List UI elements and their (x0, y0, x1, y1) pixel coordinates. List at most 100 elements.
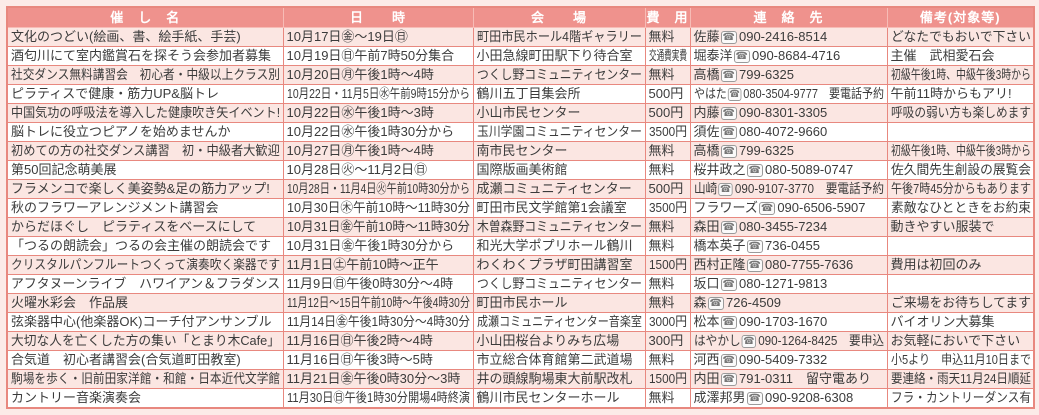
datetime-text: 10月17日㊎〜19日㊐ (286, 29, 408, 44)
cell-venue: 鶴川五丁目集会所 (472, 84, 646, 104)
cell-datetime: 10月19日㊐午前7時50分集合 (282, 46, 474, 66)
table-row: 文化のつどい(絵画、書、絵手紙、手芸) 10月17日㊎〜19日㊐ 町田市民ホール4階… (6, 27, 1035, 47)
cell-remarks: お気軽においで下さい (886, 331, 1035, 351)
cell-name: クリスタルパンフルートつくって演奏吹く楽器です (6, 255, 284, 275)
contact-text: 桜井政之 ☎ 080-5089-0747 (693, 162, 854, 177)
column-header-remarks: 備考(対象等) (886, 6, 1035, 28)
phone-icon: ☎ (733, 50, 750, 63)
fee-text: 3500円 (648, 124, 687, 139)
remarks-text: 要連絡・雨天11月24日順延 (890, 371, 1031, 386)
remarks-text: 主催 武相愛石会 (890, 48, 995, 63)
table-row: 秋のフラワーアレンジメント講習会 10月30日㊍午前10時〜11時30分 町田市民文… (6, 198, 1035, 218)
cell-contact: はやかし ☎ 090-1264-8425 要申込 (689, 331, 888, 351)
cell-name: 文化のつどい(絵画、書、絵手紙、手芸) (6, 27, 284, 47)
venue-text: わくわくプラザ町田講習室 (476, 257, 633, 272)
fee-text: 500円 (648, 86, 684, 101)
cell-contact: 内田 ☎ 791-0311 留守電あり (689, 369, 888, 389)
phone-icon: ☎ (720, 126, 737, 139)
venue-text: 鶴川市民センターホール (476, 390, 620, 405)
datetime-text: 10月31日㊎午前10時〜11時30分 (286, 219, 470, 234)
cell-venue: 市立総合体育館第二武道場 (472, 350, 646, 370)
remarks-text: お気軽においで下さい (890, 333, 1021, 348)
cell-contact: 高橋 ☎ 799-6325 (689, 141, 888, 161)
cell-name: 火曜水彩会 作品展 (6, 293, 284, 313)
cell-fee: 無料 (644, 160, 691, 180)
cell-fee: 3500円 (644, 198, 691, 218)
cell-remarks: ご来場をお待ちしてます (886, 293, 1035, 313)
contact-text: 成澤邦男 ☎ 090-9208-6308 (693, 390, 854, 405)
venue-text: 成瀬コミュニティセンター音楽室 (476, 314, 642, 329)
contact-text: フラワーズ ☎ 090-6506-5907 (693, 200, 866, 215)
cell-contact: 河西 ☎ 090-5409-7332 (689, 350, 888, 370)
cell-name: からだほぐし ピラティスをベースにして (6, 217, 284, 237)
datetime-text: 10月20日㊊午後1時〜4時 (286, 67, 434, 82)
table-row: 大切な人を亡くした方の集い「とまり木Cafe」 11月16日㊐午後2時〜4時 小山田… (6, 331, 1035, 351)
remarks-text: フラ・カントリーダンス有 (890, 390, 1031, 405)
datetime-text: 11月12日〜15日午前10時〜午後4時30分 (286, 295, 470, 310)
cell-fee: 交通費実費 (644, 46, 691, 66)
cell-name: 脳トレに役立つピアノを始めませんか (6, 122, 284, 142)
cell-contact: 須佐 ☎ 080-4072-9660 (689, 122, 888, 142)
cell-datetime: 11月16日㊐午後2時〜4時 (282, 331, 474, 351)
table-row: カントリー音楽演奏会 11月30日㊐午後1時30分開場4時終演 鶴川市民センターホー… (6, 388, 1035, 409)
cell-contact: 坂口 ☎ 080-1271-9813 (689, 274, 888, 294)
fee-text: 無料 (648, 29, 675, 44)
cell-fee: 500円 (644, 179, 691, 199)
phone-icon: ☎ (720, 316, 737, 329)
phone-icon: ☎ (746, 164, 763, 177)
fee-text: 交通費実費 (648, 48, 687, 63)
cell-fee: 1500円 (644, 255, 691, 275)
contact-text: 内田 ☎ 791-0311 留守電あり (693, 371, 871, 386)
header-row: 催 し 名 日 時 会 場 費 用 連 絡 先 備考(対象等) (6, 6, 1035, 28)
cell-datetime: 11月12日〜15日午前10時〜午後4時30分 (282, 293, 474, 313)
datetime-text: 11月14日㊎午後1時30分〜4時30分 (286, 314, 470, 329)
contact-text: 西村正隆 ☎ 080-7755-7636 (693, 257, 854, 272)
name-text: 中国気功の呼吸法を導入した健康吹き矢イベント! (11, 105, 281, 120)
cell-venue: 井の頭線駒場東大前駅改札 (472, 369, 646, 389)
phone-icon: ☎ (720, 221, 737, 234)
name-text: 第50回記念萌美展 (11, 162, 117, 177)
name-text: 「つるの朗読会」つるの会主催の朗読会です (11, 238, 272, 253)
fee-text: 1500円 (648, 371, 687, 386)
cell-venue: 小山市民センター (472, 103, 646, 123)
event-table-body: 文化のつどい(絵画、書、絵手紙、手芸) 10月17日㊎〜19日㊐ 町田市民ホール4階… (6, 27, 1035, 409)
phone-icon: ☎ (741, 335, 756, 348)
datetime-text: 10月19日㊐午前7時50分集合 (286, 48, 455, 63)
cell-contact: 桜井政之 ☎ 080-5089-0747 (689, 160, 888, 180)
venue-text: 井の頭線駒場東大前駅改札 (476, 371, 633, 386)
name-text: 大切な人を亡くした方の集い「とまり木Cafe」 (11, 333, 280, 348)
cell-datetime: 11月1日㊏午前10時〜正午 (282, 255, 474, 275)
name-text: ピラティスで健康・筋力UP&脳トレ (11, 86, 219, 101)
table-row: アフタヌーンライブ ハワイアン＆フラダンス 11月9日㊐午後0時30分〜4時 つくし… (6, 274, 1035, 294)
table-row: 駒場を歩く・旧前田家洋館・和館・日本近代文学館 11月21日㊎午後0時30分〜3時… (6, 369, 1035, 389)
remarks-text: 午前11時からもアリ! (890, 86, 1012, 101)
cell-fee: 300円 (644, 331, 691, 351)
cell-contact: 森田 ☎ 080-3455-7234 (689, 217, 888, 237)
datetime-text: 10月31日㊎午後1時30分から (286, 238, 455, 253)
contact-text: はやかし ☎ 090-1264-8425 要申込 (693, 333, 884, 348)
contact-text: 森田 ☎ 080-3455-7234 (693, 219, 828, 234)
contact-text: 森 ☎ 726-4509 (693, 295, 781, 310)
phone-icon: ☎ (727, 88, 742, 101)
name-text: 初めての方の社交ダンス講習 初・中級者大歓迎 (11, 143, 280, 158)
cell-fee: 500円 (644, 84, 691, 104)
fee-text: 無料 (648, 390, 675, 405)
remarks-text: どなたでもおいで下さい (890, 29, 1031, 44)
remarks-text: 小5より 申込11月10日まで (890, 352, 1031, 367)
cell-remarks: 要連絡・雨天11月24日順延 (886, 369, 1035, 389)
table-row: 弦楽器中心(他楽器OK)コーチ付アンサンブル 11月14日㊎午後1時30分〜4時3… (6, 312, 1035, 332)
cell-fee: 無料 (644, 141, 691, 161)
table-row: クリスタルパンフルートつくって演奏吹く楽器です 11月1日㊏午前10時〜正午 わくわ… (6, 255, 1035, 275)
fee-text: 無料 (648, 352, 675, 367)
venue-text: 町田市民ホール (476, 295, 568, 310)
name-text: 合気道 初心者講習会(合気道町田教室) (11, 352, 241, 367)
cell-venue: 国際版画美術館 (472, 160, 646, 180)
venue-text: つくし野コミュニティセンター (476, 67, 642, 82)
cell-remarks: 午後7時45分からもあります (886, 179, 1035, 199)
table-row: 「つるの朗読会」つるの会主催の朗読会です 10月31日㊎午後1時30分から 和光大学… (6, 236, 1035, 256)
name-text: 駒場を歩く・旧前田家洋館・和館・日本近代文学館 (11, 371, 281, 386)
name-text: からだほぐし ピラティスをベースにして (11, 219, 257, 234)
venue-text: 鶴川五丁目集会所 (476, 86, 581, 101)
cell-remarks: 初級午後1時、中級午後3時から (886, 65, 1035, 85)
